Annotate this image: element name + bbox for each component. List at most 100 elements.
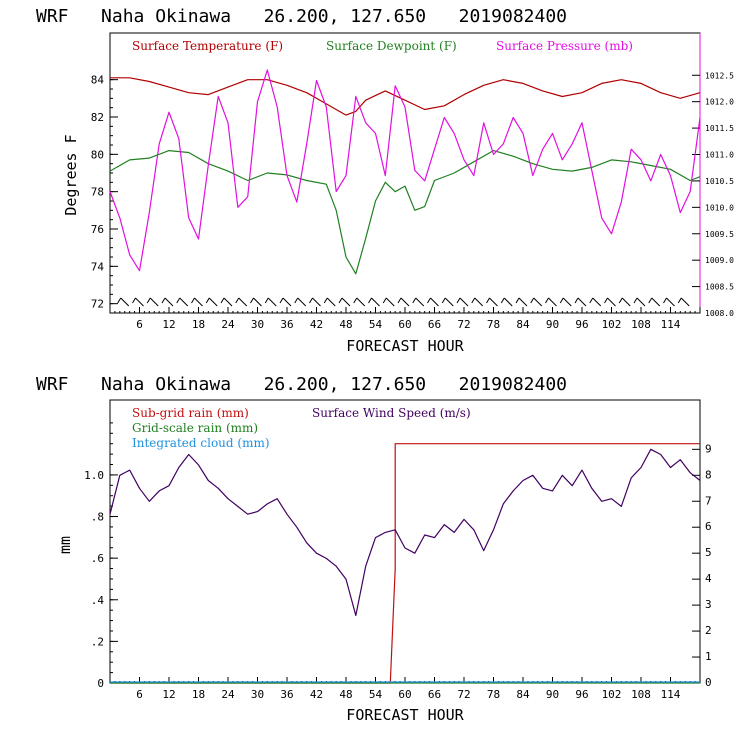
y2-tick-label: 1012.0: [705, 98, 734, 107]
wind-barb-staff: [149, 297, 159, 307]
x-tick-label: 42: [310, 688, 323, 701]
x-tick-label: 24: [221, 318, 235, 331]
y2-tick-label: 1008.5: [705, 283, 734, 292]
wind-barb-flag: [441, 297, 446, 304]
wind-barb-staff: [680, 297, 690, 307]
chart1-title: WRF Naha Okinawa 26.200, 127.650 2019082…: [36, 6, 567, 27]
wind-barb-staff: [223, 297, 233, 307]
wind-barb-staff: [312, 297, 321, 307]
x-tick-label: 114: [661, 688, 681, 701]
wind-barb-flag: [663, 297, 667, 304]
wind-barb-staff: [164, 297, 174, 307]
wind-barb-flag: [412, 297, 417, 304]
wind-barb-flag: [633, 297, 638, 304]
y-tick-label: 1.0: [84, 469, 104, 482]
wind-barb-staff: [179, 297, 189, 307]
y2-tick-label: 1011.5: [705, 124, 734, 133]
legend-sub-grid-rain: Sub-grid rain (mm): [132, 406, 249, 420]
x-tick-label: 36: [280, 688, 293, 701]
wind-barb-staff: [253, 297, 262, 307]
wind-barb-staff: [548, 297, 557, 307]
x-tick-label: 36: [280, 318, 293, 331]
wind-barb-flag: [604, 297, 608, 304]
wind-barb-staff: [430, 297, 439, 307]
x-tick-label: 66: [428, 318, 441, 331]
x-tick-label: 24: [221, 688, 235, 701]
wind-barb-staff: [666, 297, 675, 307]
x-tick-label: 108: [631, 318, 651, 331]
y-tick-label: 84: [91, 74, 105, 87]
x-tick-label: 102: [602, 318, 622, 331]
wind-barb-staff: [533, 297, 543, 307]
wind-barb-staff: [607, 297, 616, 307]
wind-barb-staff: [120, 297, 130, 307]
wind-barb-flag: [220, 297, 225, 304]
y2-tick-label: 1012.5: [705, 71, 734, 80]
y2-tick-label: 2: [705, 624, 712, 637]
x-tick-label: 12: [162, 688, 175, 701]
x-tick-label: 72: [457, 318, 470, 331]
wind-barb-flag: [309, 297, 313, 304]
wind-barb-flag: [264, 297, 269, 304]
wind-barb-flag: [456, 297, 461, 304]
x-tick-label: 12: [162, 318, 175, 331]
x-tick-label: 114: [661, 318, 681, 331]
wind-barb-flag: [250, 297, 254, 304]
y-tick-label: .4: [91, 594, 105, 607]
wind-barb-flag: [618, 297, 623, 304]
x-tick-label: 72: [457, 688, 470, 701]
x-tick-label: 30: [251, 318, 264, 331]
wind-barb-flag: [279, 297, 284, 304]
wind-barb-staff: [415, 297, 425, 307]
wind-barb-flag: [427, 297, 431, 304]
wind-barb-staff: [592, 297, 602, 307]
chart1-plot-frame: [109, 32, 701, 314]
wind-barb-flag: [368, 297, 372, 304]
wind-barb-flag: [545, 297, 549, 304]
wind-barb-flag: [486, 297, 490, 304]
y2-tick-label: 1009.5: [705, 230, 734, 239]
legend-integrated-cloud: Integrated cloud (mm): [132, 436, 270, 450]
wind-barb-flag: [530, 297, 535, 304]
wind-barb-staff: [297, 297, 307, 307]
y-tick-label: 80: [91, 148, 104, 161]
x-tick-label: 78: [487, 688, 500, 701]
wind-barb-flag: [338, 297, 343, 304]
wind-barb-staff: [503, 297, 513, 307]
wind-barb-flag: [353, 297, 358, 304]
series-line-sub-grid-rain-mm: [110, 443, 700, 684]
series-line-surface-temperature-f: [110, 77, 701, 116]
wind-barb-staff: [459, 297, 469, 307]
legend-surface-pressure: Surface Pressure (mb): [496, 39, 633, 53]
wind-barb-flag: [677, 297, 682, 304]
y2-tick-label: 4: [705, 572, 712, 585]
x-tick-label: 6: [136, 688, 143, 701]
wind-barb-flag: [574, 297, 579, 304]
chart2-x-axis-label: FORECAST HOUR: [346, 706, 464, 724]
wind-barb-flag: [161, 297, 166, 304]
wind-barb-flag: [176, 297, 181, 304]
y2-tick-label: 1011.0: [705, 151, 734, 160]
wind-barb-flag: [648, 297, 653, 304]
wind-barb-flag: [559, 297, 564, 304]
y-tick-label: 72: [91, 298, 104, 311]
chart2-title: WRF Naha Okinawa 26.200, 127.650 2019082…: [36, 374, 567, 395]
wind-barb-staff: [577, 297, 587, 307]
x-tick-label: 18: [192, 688, 205, 701]
wind-barb-staff: [562, 297, 572, 307]
y2-tick-label: 1: [705, 650, 712, 663]
x-tick-label: 18: [192, 318, 205, 331]
y2-tick-label: 3: [705, 598, 712, 611]
x-tick-label: 96: [575, 318, 588, 331]
x-tick-label: 54: [369, 688, 383, 701]
y2-tick-label: 6: [705, 520, 712, 533]
x-tick-label: 84: [516, 318, 530, 331]
wind-barb-flag: [117, 297, 122, 304]
y2-tick-label: 8: [705, 468, 712, 481]
y2-tick-label: 0: [705, 676, 712, 689]
y-tick-label: 82: [91, 111, 104, 124]
y-tick-label: 0: [97, 677, 104, 690]
x-tick-label: 42: [310, 318, 323, 331]
wind-barb-flag: [235, 297, 240, 304]
